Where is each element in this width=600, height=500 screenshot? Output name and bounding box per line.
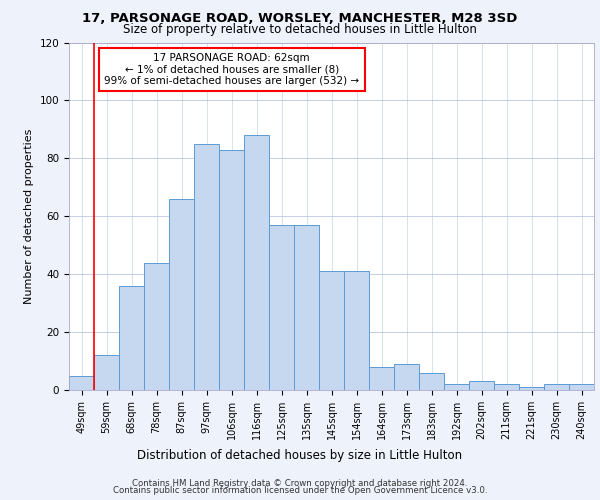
Bar — [469, 382, 494, 390]
Bar — [569, 384, 594, 390]
Bar — [494, 384, 519, 390]
Bar — [394, 364, 419, 390]
Bar — [544, 384, 569, 390]
Y-axis label: Number of detached properties: Number of detached properties — [24, 128, 34, 304]
Bar — [219, 150, 244, 390]
Bar — [69, 376, 94, 390]
Bar — [269, 225, 294, 390]
Text: 17 PARSONAGE ROAD: 62sqm
← 1% of detached houses are smaller (8)
99% of semi-det: 17 PARSONAGE ROAD: 62sqm ← 1% of detache… — [104, 53, 359, 86]
Bar — [194, 144, 219, 390]
Bar — [319, 272, 344, 390]
Bar — [344, 272, 369, 390]
Bar — [419, 372, 444, 390]
Bar — [119, 286, 144, 390]
Bar — [519, 387, 544, 390]
Text: 17, PARSONAGE ROAD, WORSLEY, MANCHESTER, M28 3SD: 17, PARSONAGE ROAD, WORSLEY, MANCHESTER,… — [82, 12, 518, 26]
Text: Contains HM Land Registry data © Crown copyright and database right 2024.: Contains HM Land Registry data © Crown c… — [132, 478, 468, 488]
Bar — [244, 135, 269, 390]
Bar — [94, 355, 119, 390]
Text: Contains public sector information licensed under the Open Government Licence v3: Contains public sector information licen… — [113, 486, 487, 495]
Bar — [444, 384, 469, 390]
Bar — [144, 262, 169, 390]
Text: Size of property relative to detached houses in Little Hulton: Size of property relative to detached ho… — [123, 22, 477, 36]
Bar — [169, 199, 194, 390]
Bar — [369, 367, 394, 390]
Bar — [294, 225, 319, 390]
Text: Distribution of detached houses by size in Little Hulton: Distribution of detached houses by size … — [137, 450, 463, 462]
